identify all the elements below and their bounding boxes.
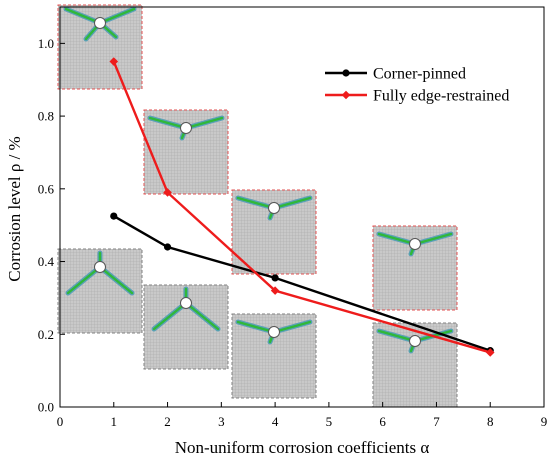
x-tick-label: 2 [164,414,171,429]
point-corner-pinned [110,212,118,220]
inset-corner-pinned-alpha-8 [372,322,458,408]
point-corner-pinned [163,243,172,251]
rebar-hole [409,335,421,347]
legend-marker-corner-pinned [342,69,350,77]
x-tick-label: 0 [57,414,64,429]
y-tick-label: 0.0 [38,400,54,415]
crack-core [184,301,220,331]
point-corner-pinned [271,274,279,282]
crack-core [64,7,102,25]
y-tick-label: 0.4 [38,254,55,269]
legend-label-corner-pinned: Corner-pinned [373,66,466,83]
rebar-hole [180,122,192,134]
series-line-fully-edge-restrained [112,61,491,354]
inset-fully-edge-restrained-alpha-8 [372,225,458,311]
x-tick-label: 7 [433,414,440,429]
inset-corner-pinned-alpha-2 [143,284,229,370]
point-fully-edge-restrained [485,348,495,357]
x-tick-label: 8 [487,414,494,429]
rebar-hole [268,202,280,214]
crack-core [66,265,102,295]
crack-core [152,301,188,331]
y-tick-label: 0.2 [38,327,54,342]
legend-label-fully-edge-restrained: Fully edge-restrained [373,88,509,105]
point-fully-edge-restrained [109,57,119,66]
rebar-hole [268,326,280,338]
inset-corner-pinned-alpha-4 [231,313,317,399]
x-tick-label: 4 [272,414,279,429]
x-axis-title: Non-uniform corrosion coefficients α [175,438,430,457]
x-tick-label: 6 [379,414,386,429]
x-tick-label: 5 [326,414,333,429]
crack-core [148,116,188,130]
plot-series [109,57,495,357]
crack-core [236,320,276,334]
y-tick-label: 0.6 [38,181,55,196]
rebar-hole [409,238,421,250]
crack-core [413,232,453,246]
x-axis: 0 1 2 3 4 5 6 7 8 9 [57,402,548,429]
crack-core [98,7,136,25]
y-axis-title: Corrosion level ρ / % [5,136,24,281]
y-tick-label: 0.8 [38,109,54,124]
rebar-hole [94,17,106,29]
x-tick-label: 3 [218,414,225,429]
rebar-hole [94,261,106,273]
y-axis: 0.0 0.2 0.4 0.6 0.8 1.0 [38,36,65,415]
rebar-hole [180,297,192,309]
x-tick-label: 9 [541,414,548,429]
legend: Corner-pinned Fully edge-restrained [325,66,509,105]
inset-images [57,4,458,408]
plot-frame [59,6,545,408]
point-fully-edge-restrained [163,188,172,197]
legend-marker-fully-edge-restrained [341,90,351,100]
inset-corner-pinned-alpha-1 [57,248,143,334]
crack-core [272,196,312,210]
crack-core [98,265,134,295]
point-fully-edge-restrained [270,286,280,295]
crack-core [184,116,224,130]
crack-core [377,329,417,343]
series-line-corner-pinned [113,215,491,352]
crack-core [377,232,417,246]
inset-fully-edge-restrained-alpha-1 [57,4,143,90]
crack-core [236,196,276,210]
crack-core [272,320,312,334]
y-tick-label: 1.0 [38,36,54,51]
inset-fully-edge-restrained-alpha-4 [231,189,317,275]
x-tick-label: 1 [111,414,118,429]
inset-fully-edge-restrained-alpha-2 [143,109,229,195]
